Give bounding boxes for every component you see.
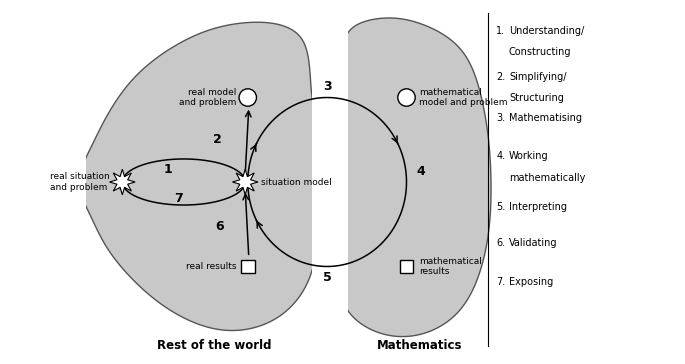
Text: 7.: 7. (496, 277, 506, 287)
Text: 3.: 3. (496, 113, 506, 123)
Text: 7: 7 (174, 192, 183, 205)
Text: 4: 4 (416, 165, 425, 178)
Text: Rest of the world: Rest of the world (158, 339, 272, 352)
Text: real situation
and problem: real situation and problem (50, 172, 110, 192)
Text: Validating: Validating (509, 238, 558, 248)
Polygon shape (337, 18, 491, 337)
Text: Simplifying/: Simplifying/ (509, 72, 566, 82)
Text: mathematical
results: mathematical results (419, 257, 482, 276)
Bar (399, 260, 414, 273)
Text: Constructing: Constructing (509, 47, 571, 57)
Text: Understanding/: Understanding/ (509, 26, 584, 36)
Text: mathematical
model and problem: mathematical model and problem (419, 88, 508, 107)
Text: 3: 3 (323, 80, 332, 93)
Text: 1: 1 (164, 163, 173, 176)
Text: Mathematics: Mathematics (377, 339, 462, 352)
Text: situation model: situation model (260, 178, 332, 186)
Polygon shape (79, 22, 317, 331)
Text: Working: Working (509, 151, 549, 161)
Text: real results: real results (186, 262, 236, 271)
Text: Mathematising: Mathematising (509, 113, 582, 123)
Text: 5: 5 (323, 271, 332, 284)
Polygon shape (312, 13, 347, 341)
Text: Structuring: Structuring (509, 94, 564, 103)
Polygon shape (110, 169, 135, 195)
Text: real model
and problem: real model and problem (179, 88, 236, 107)
Circle shape (239, 89, 256, 106)
Bar (241, 260, 255, 273)
Text: 6.: 6. (496, 238, 506, 248)
Text: mathematically: mathematically (509, 173, 585, 183)
Text: 6: 6 (215, 220, 224, 233)
Text: Exposing: Exposing (509, 277, 553, 287)
Text: 4.: 4. (496, 151, 506, 161)
Text: 1.: 1. (496, 26, 506, 36)
Polygon shape (232, 169, 258, 195)
Text: 2.: 2. (496, 72, 506, 82)
Text: 2: 2 (212, 133, 221, 146)
Text: Interpreting: Interpreting (509, 202, 567, 213)
Circle shape (398, 89, 415, 106)
Text: 5.: 5. (496, 202, 506, 213)
